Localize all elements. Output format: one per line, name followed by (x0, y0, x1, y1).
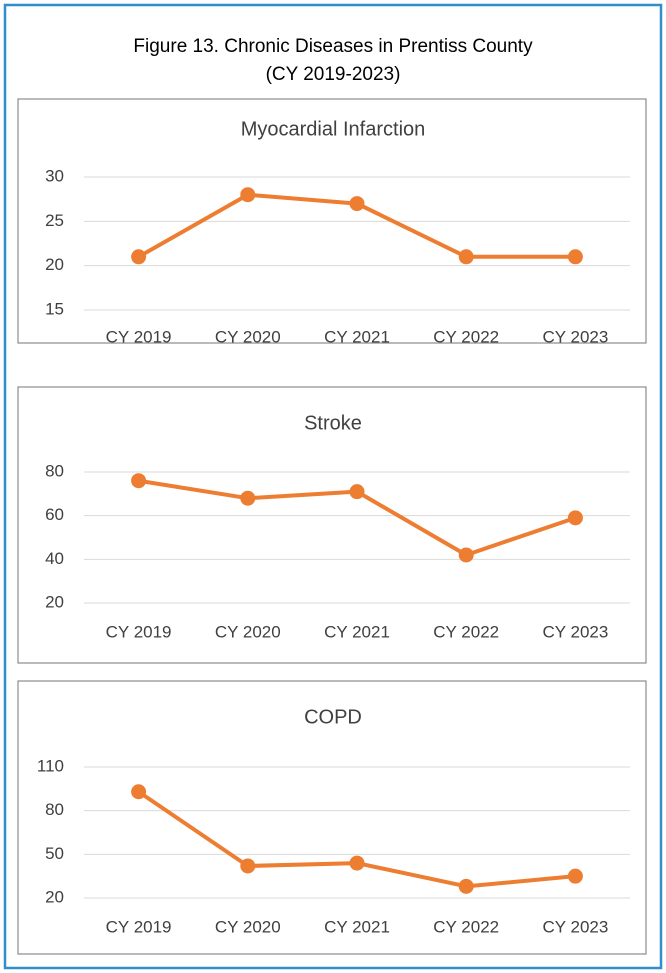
y-tick-label: 80 (45, 800, 64, 819)
y-tick-label: 20 (45, 887, 64, 906)
y-tick-label: 30 (45, 166, 64, 185)
x-tick-label: CY 2019 (106, 327, 172, 346)
panel-border (17, 98, 647, 344)
x-tick-label: CY 2023 (542, 622, 608, 641)
data-point (458, 547, 474, 563)
x-tick-label: CY 2019 (106, 622, 172, 641)
data-point (240, 490, 256, 506)
y-tick-label: 25 (45, 211, 64, 230)
data-point (567, 510, 583, 526)
x-tick-label: CY 2019 (106, 917, 172, 936)
y-tick-label: 110 (37, 756, 64, 775)
data-line (137, 790, 576, 889)
data-point (349, 855, 365, 871)
x-tick-label: CY 2022 (433, 622, 499, 641)
data-point (567, 868, 583, 884)
data-point (131, 249, 147, 265)
data-point (131, 473, 147, 489)
y-tick-label: 50 (45, 844, 64, 863)
data-point (349, 484, 365, 500)
y-tick-label: 15 (45, 299, 64, 318)
x-tick-label: CY 2021 (324, 917, 390, 936)
x-tick-label: CY 2023 (542, 917, 608, 936)
data-point (567, 249, 583, 265)
x-tick-label: CY 2022 (433, 917, 499, 936)
x-tick-label: CY 2023 (542, 327, 608, 346)
y-tick-label: 60 (45, 505, 64, 524)
data-point (458, 249, 474, 265)
data-point (458, 878, 474, 894)
panel-title: Myocardial Infarction (241, 118, 426, 140)
y-tick-label: 80 (45, 461, 64, 480)
data-point (131, 784, 147, 800)
figure-border (3, 3, 663, 970)
x-tick-label: CY 2022 (433, 327, 499, 346)
x-tick-label: CY 2020 (215, 327, 281, 346)
y-tick-label: 20 (45, 255, 64, 274)
figure-subtitle: (CY 2019-2023) (266, 64, 401, 85)
panel-title: Stroke (304, 412, 362, 434)
y-tick-label: 40 (45, 549, 64, 568)
data-point (349, 196, 365, 212)
x-tick-label: CY 2020 (215, 917, 281, 936)
panel-border (17, 386, 647, 664)
panel-border (17, 680, 647, 955)
x-tick-label: CY 2021 (324, 622, 390, 641)
x-tick-label: CY 2020 (215, 622, 281, 641)
x-tick-label: CY 2021 (324, 327, 390, 346)
panel-title: COPD (304, 706, 362, 728)
y-tick-label: 20 (45, 592, 64, 611)
data-point (240, 858, 256, 874)
data-point (240, 187, 256, 203)
figure-title: Figure 13. Chronic Diseases in Prentiss … (133, 36, 533, 57)
